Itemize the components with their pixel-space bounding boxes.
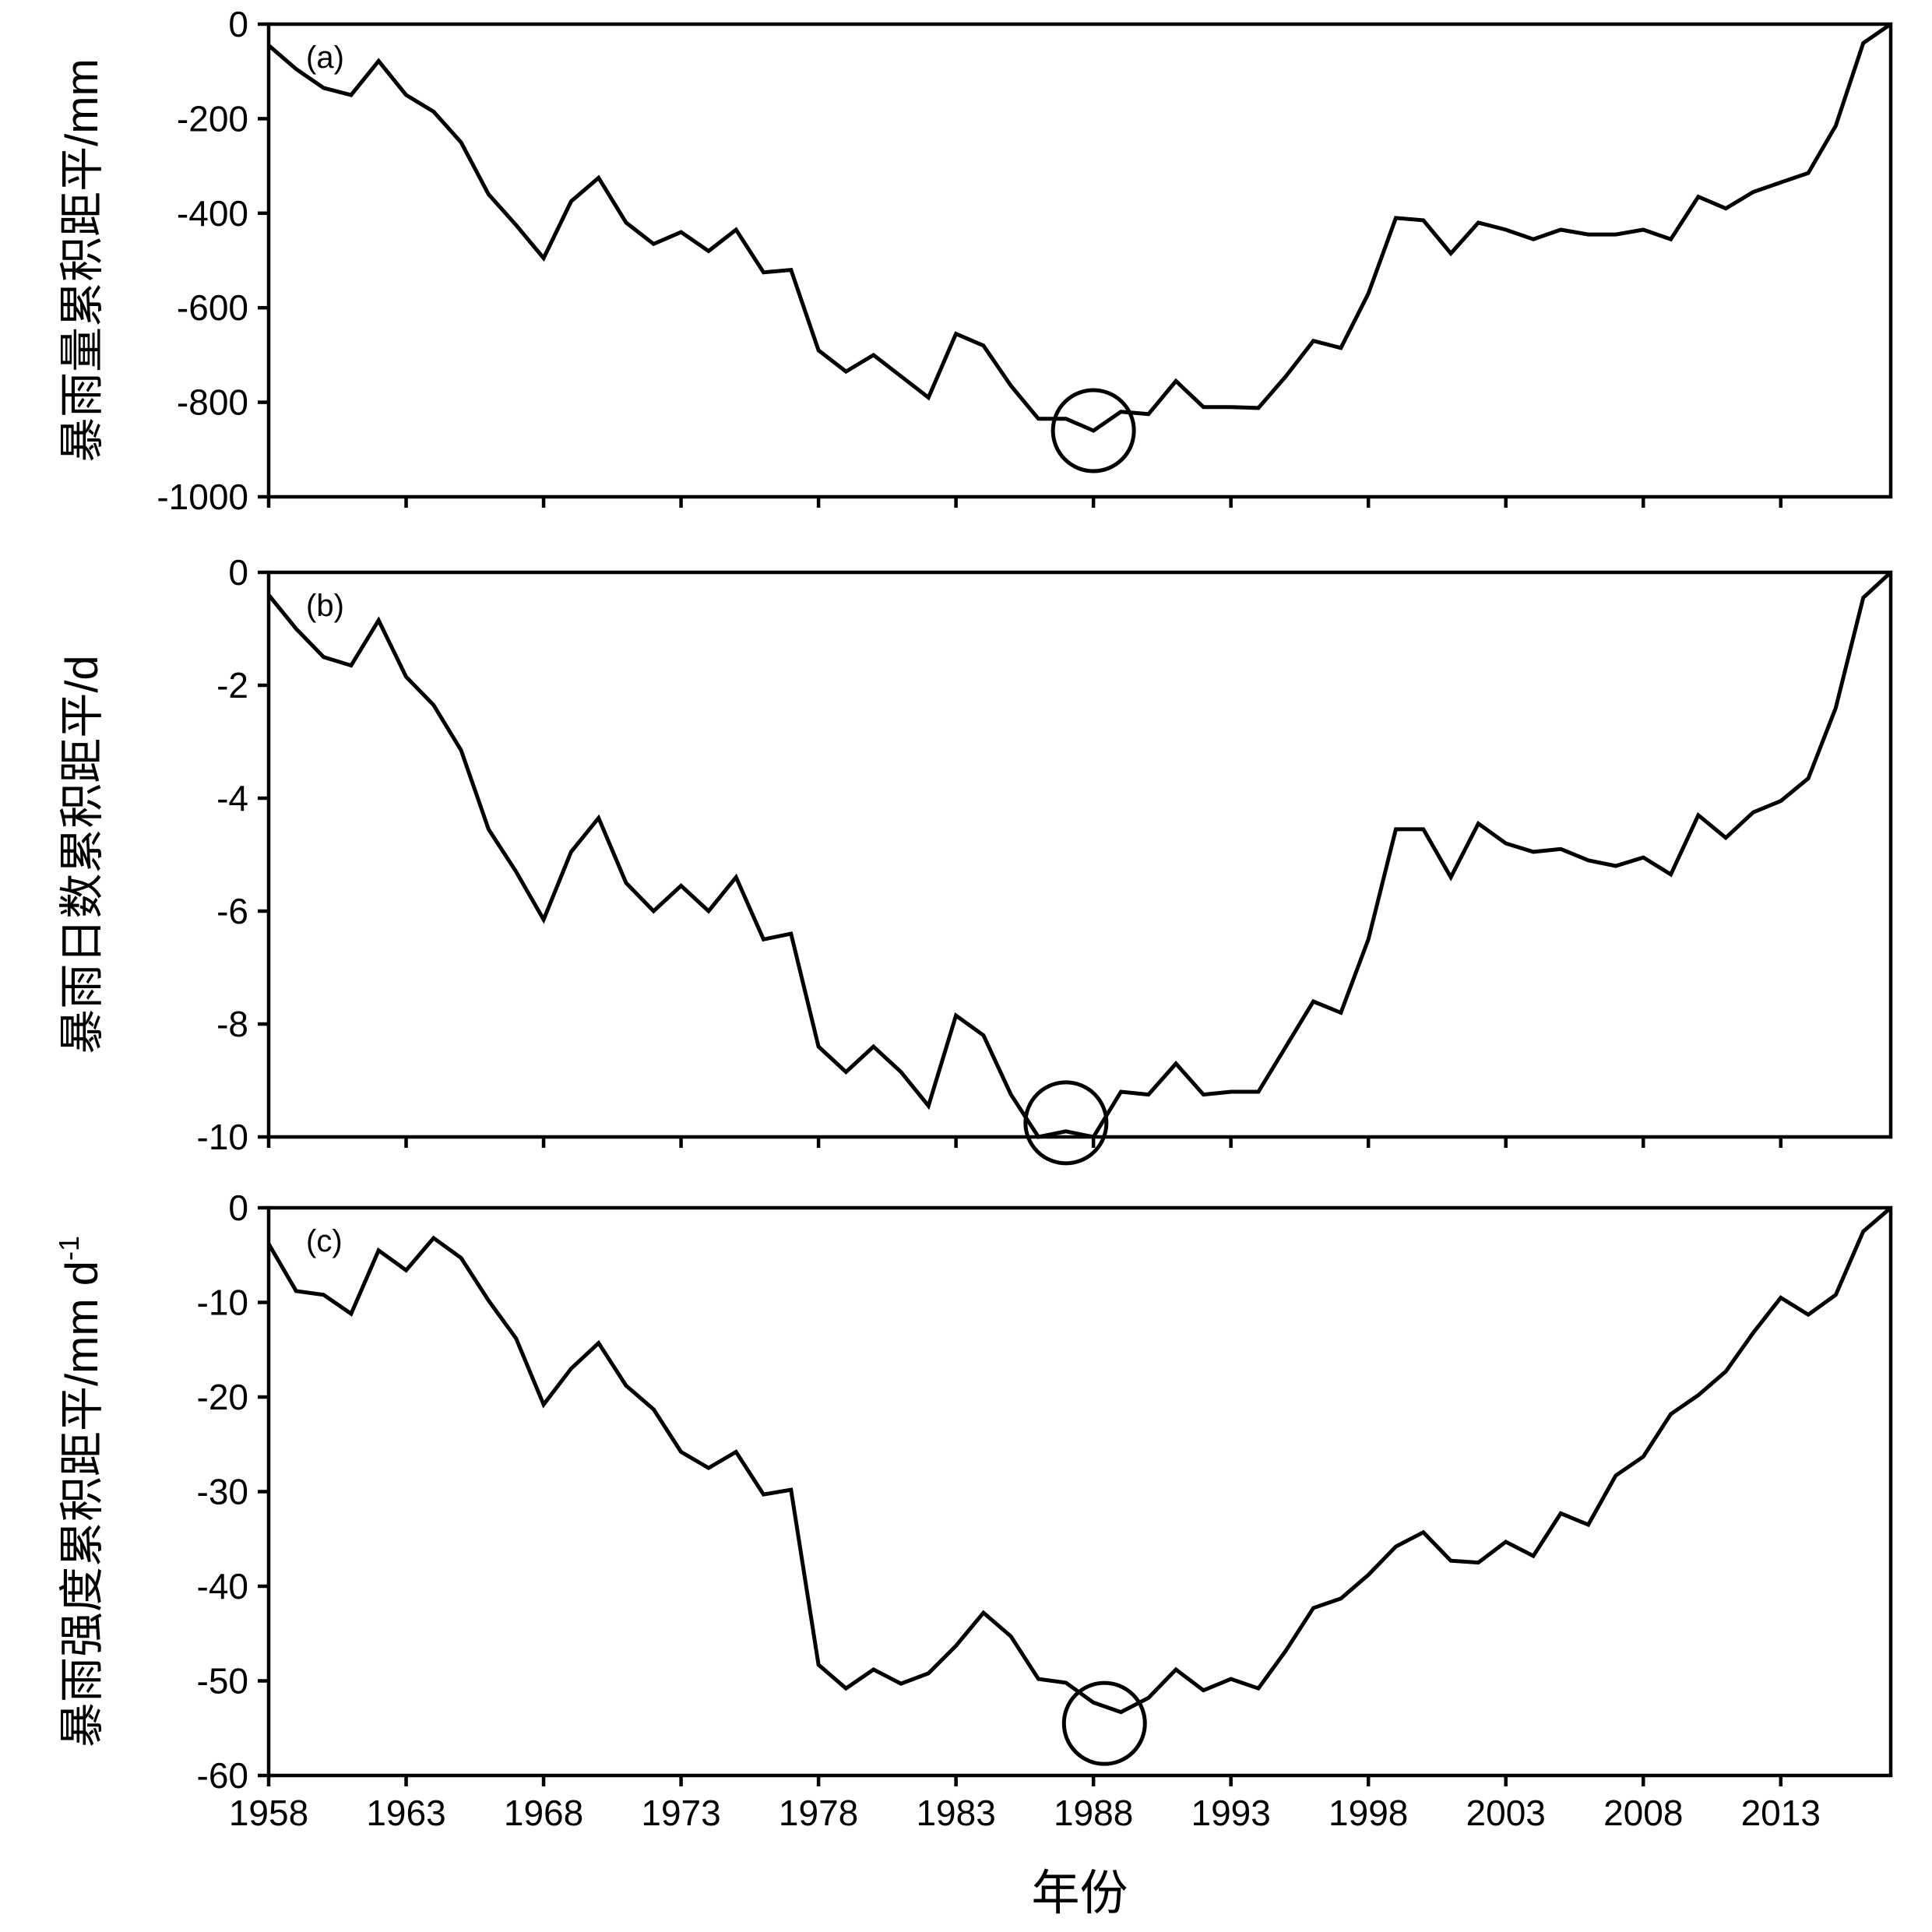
x-tick-label: 1978 [779, 1793, 858, 1833]
y-tick-label: -20 [197, 1377, 248, 1417]
y-tick-label: -1000 [157, 477, 248, 517]
y-axis-title-text: 暴雨量累积距平/mm [57, 58, 107, 463]
panel-2: 0 -2 -4 -6 -8 -10 (b) 暴雨日数累积距平/d [57, 552, 1893, 1166]
y-tick-label: 0 [228, 1188, 248, 1228]
y-tick-label: -60 [197, 1755, 248, 1796]
y-tick-label: -2 [216, 665, 248, 706]
panel-label: (b) [306, 589, 344, 623]
panel-label: (c) [306, 1224, 343, 1258]
x-tick-label: 1998 [1328, 1793, 1408, 1833]
y-tick-label: -6 [216, 891, 248, 931]
series-line [267, 22, 1892, 433]
y-axis-title-text: 暴雨日数累积距平/d [57, 655, 107, 1054]
minimum-highlight-circle [1023, 1080, 1109, 1166]
y-tick-label: -4 [216, 778, 248, 818]
y-axis-title: 暴雨日数累积距平/d [57, 655, 107, 1054]
x-tick-label: 2008 [1603, 1793, 1683, 1833]
y-tick-label: 0 [228, 552, 248, 593]
x-tick-label: 2013 [1741, 1793, 1821, 1833]
x-tick-label: 1993 [1191, 1793, 1271, 1833]
y-tick-label: -10 [197, 1283, 248, 1323]
y-tick-label: -600 [177, 287, 248, 328]
plot-frame [266, 570, 1893, 1139]
y-tick-label: -10 [197, 1117, 248, 1157]
y-tick-label: -30 [197, 1472, 248, 1512]
y-tick-label: -200 [177, 98, 248, 139]
y-tick-label: -50 [197, 1661, 248, 1701]
x-tick-label: 1958 [229, 1793, 308, 1833]
plot-frame [266, 22, 1893, 499]
panel-1: 0 -200 -400 -600 -800 -1000 (a) 暴雨量累积距平/mm [57, 4, 1893, 517]
y-tick-label: -40 [197, 1566, 248, 1606]
x-tick-label: 2003 [1466, 1793, 1546, 1833]
y-tick-label: -8 [216, 1004, 248, 1044]
minimum-highlight-circle [1050, 388, 1136, 473]
y-tick-label: -400 [177, 193, 248, 234]
y-axis-title-superscript: -1 [53, 1236, 85, 1261]
series-line [266, 1206, 1892, 1715]
y-tick-label: -800 [177, 382, 248, 423]
x-tick-label: 1963 [366, 1793, 445, 1833]
x-axis-title: 年份 [1031, 1867, 1128, 1920]
y-tick-label: 0 [228, 4, 248, 44]
x-tick-label: 1968 [504, 1793, 583, 1833]
x-tick-label: 1988 [1054, 1793, 1133, 1833]
y-axis-title: 暴雨量累积距平/mm [57, 58, 107, 463]
minimum-highlight-circle [1061, 1680, 1147, 1766]
y-axis-title-text: 暴雨强度累积距平/mm d [57, 1261, 107, 1747]
x-tick-label: 1973 [641, 1793, 720, 1833]
panel-label: (a) [306, 40, 344, 75]
x-tick-label: 1983 [916, 1793, 995, 1833]
y-axis-title: 暴雨强度累积距平/mm d-1 [53, 1236, 107, 1747]
series-line [267, 571, 1892, 1139]
panel-3: 0 -10 -20 -30 -40 -50 -60 (c) 暴雨强度累积距平/mm d-1 [53, 1188, 1893, 1796]
